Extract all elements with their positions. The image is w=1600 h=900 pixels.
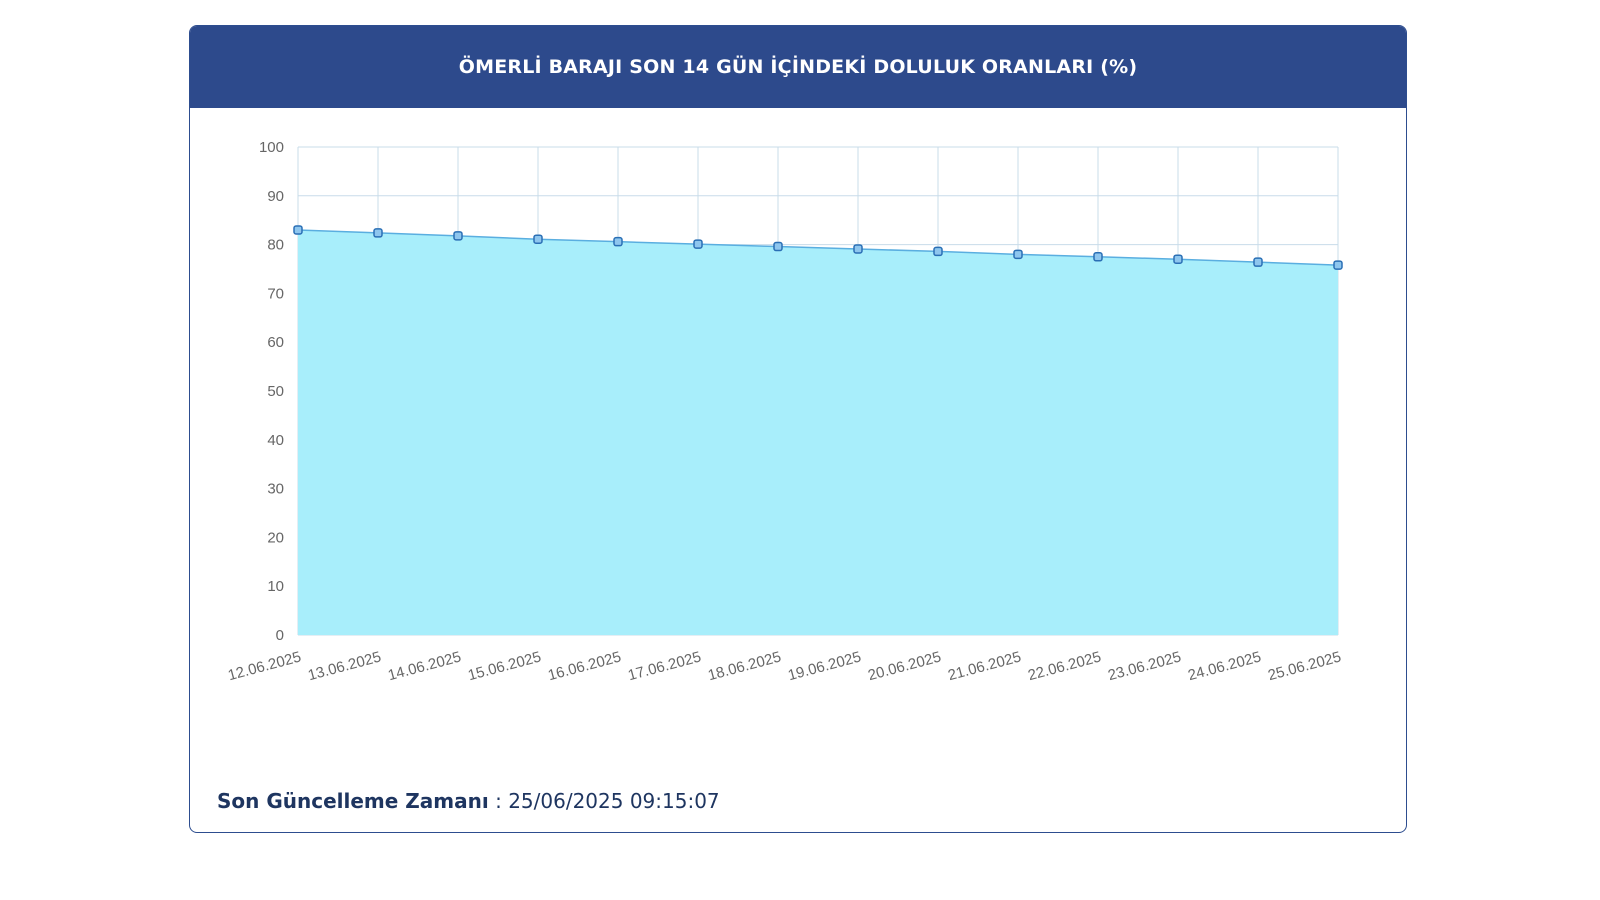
data-point[interactable] <box>533 234 543 244</box>
y-tick-label: 50 <box>267 383 284 400</box>
x-axis: 12.06.2025 13.06.2025 14.06.2025 15.06.2025… <box>226 648 1343 684</box>
x-tick-label: 14.06.2025 <box>386 648 463 684</box>
data-point[interactable] <box>613 236 623 247</box>
data-point[interactable] <box>693 239 703 249</box>
y-tick-label: 60 <box>267 334 284 351</box>
y-tick-label: 30 <box>267 481 284 498</box>
last-update: Son Güncelleme Zamanı : 25/06/2025 09:15… <box>217 789 720 813</box>
data-point[interactable] <box>453 231 463 241</box>
data-point[interactable] <box>293 225 303 235</box>
y-tick-label: 40 <box>267 432 284 449</box>
y-tick-label: 0 <box>276 627 284 644</box>
data-point[interactable] <box>1333 260 1343 270</box>
x-tick-label: 23.06.2025 <box>1106 648 1183 684</box>
y-tick-label: 10 <box>267 578 284 595</box>
x-tick-label: 25.06.2025 <box>1266 648 1343 684</box>
last-update-label: Son Güncelleme Zamanı <box>217 789 489 813</box>
data-point[interactable] <box>853 244 863 254</box>
x-tick-label: 12.06.2025 <box>226 648 303 684</box>
last-update-value: 25/06/2025 09:15:07 <box>508 789 720 813</box>
data-point[interactable] <box>773 241 783 252</box>
last-update-separator: : <box>488 789 509 813</box>
series-line <box>297 229 1339 266</box>
y-tick-label: 70 <box>267 285 284 302</box>
x-tick-label: 16.06.2025 <box>546 648 623 684</box>
x-tick-label: 22.06.2025 <box>1026 648 1103 684</box>
x-tick-label: 21.06.2025 <box>946 648 1023 684</box>
y-tick-label: 20 <box>267 529 284 546</box>
data-point[interactable] <box>373 228 383 238</box>
x-tick-label: 24.06.2025 <box>1186 648 1263 684</box>
x-tick-label: 15.06.2025 <box>466 648 543 684</box>
data-point[interactable] <box>1253 257 1263 267</box>
x-tick-label: 19.06.2025 <box>786 648 863 684</box>
x-tick-label: 20.06.2025 <box>866 648 943 684</box>
area-chart: 0 10 20 30 40 50 60 70 80 90 100 12.06.2025 13.06.2… <box>226 139 1343 684</box>
data-point[interactable] <box>1173 254 1183 264</box>
x-tick-label: 17.06.2025 <box>626 648 703 684</box>
y-tick-label: 100 <box>259 139 284 156</box>
chart-card: ÖMERLİ BARAJI SON 14 GÜN İÇİNDEKİ DOLULU… <box>189 25 1407 833</box>
data-point[interactable] <box>1013 249 1023 260</box>
area-fill <box>298 229 1338 635</box>
card-header: ÖMERLİ BARAJI SON 14 GÜN İÇİNDEKİ DOLULU… <box>190 26 1406 108</box>
data-point[interactable] <box>933 246 943 257</box>
data-markers <box>293 225 1343 270</box>
area-series <box>297 229 1339 635</box>
x-tick-label: 13.06.2025 <box>306 648 383 684</box>
chart-title: ÖMERLİ BARAJI SON 14 GÜN İÇİNDEKİ DOLULU… <box>458 56 1138 78</box>
y-tick-label: 80 <box>267 237 284 254</box>
data-point[interactable] <box>1093 252 1103 262</box>
x-tick-label: 18.06.2025 <box>706 648 783 684</box>
y-tick-label: 90 <box>267 188 284 205</box>
y-axis: 0 10 20 30 40 50 60 70 80 90 100 <box>259 139 284 644</box>
